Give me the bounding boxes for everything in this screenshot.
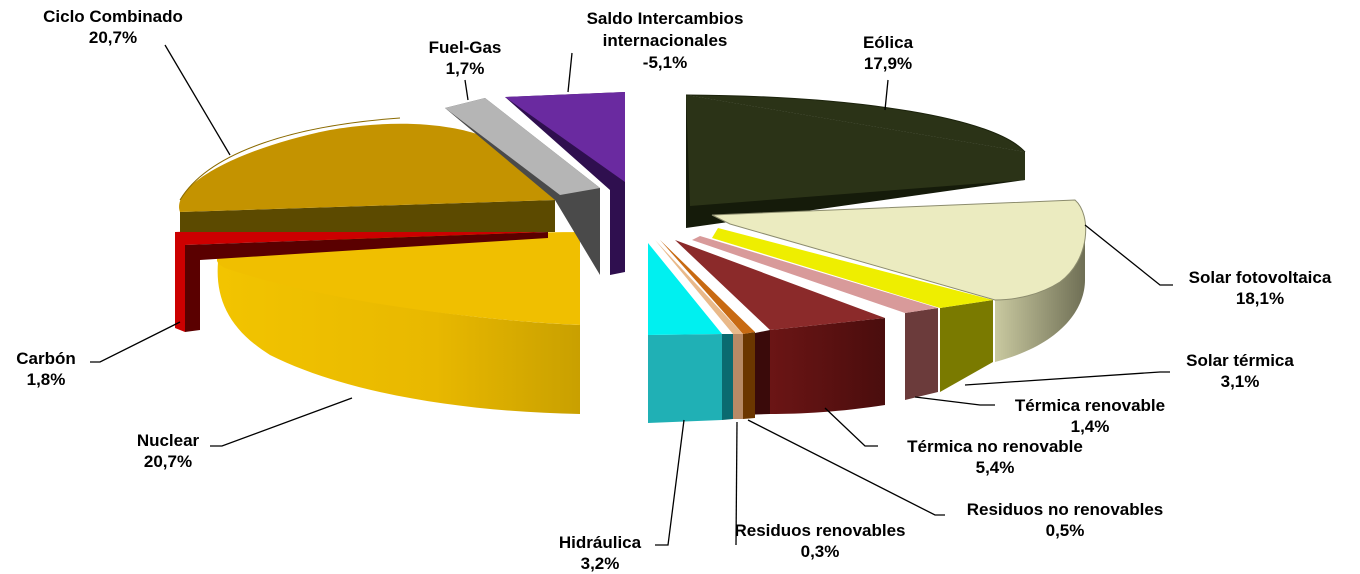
- label-carbon: Carbón 1,8%: [2, 348, 90, 390]
- label-name: Solar fotovoltaica: [1188, 268, 1332, 287]
- label-name: Térmica renovable: [1014, 396, 1166, 415]
- leader-solar-termica: [964, 371, 1170, 386]
- label-residuos-renovables: Residuos renovables 0,3%: [710, 520, 930, 562]
- label-termica-no-renovable: Térmica no renovable 5,4%: [880, 436, 1110, 478]
- label-value: 5,4%: [975, 458, 1015, 477]
- label-value: 17,9%: [863, 54, 913, 73]
- label-fuel-gas: Fuel-Gas 1,7%: [410, 37, 520, 79]
- label-name: Térmica no renovable: [907, 437, 1083, 456]
- label-solar-fotovoltaica: Solar fotovoltaica 18,1%: [1170, 267, 1350, 309]
- leader-lines: [90, 44, 1173, 546]
- leader-nuclear: [210, 397, 353, 447]
- label-value: 20,7%: [88, 28, 138, 47]
- leader-termica-renovable: [914, 396, 995, 406]
- label-value: 3,2%: [580, 554, 620, 573]
- label-name: Carbón: [16, 349, 76, 368]
- label-name: Saldo Intercambios internacionales: [586, 9, 744, 50]
- label-name: Hidráulica: [558, 533, 642, 552]
- label-name: Nuclear: [136, 431, 200, 450]
- leader-ciclo-combinado: [164, 44, 231, 156]
- slice-solar-termica: [712, 228, 993, 392]
- slice-residuos-renovables: [655, 240, 743, 419]
- slice-saldo-intercambios: [505, 92, 625, 275]
- label-value: 18,1%: [1235, 289, 1285, 308]
- label-name: Eólica: [862, 33, 914, 52]
- label-name: Fuel-Gas: [428, 38, 502, 57]
- label-eolica: Eólica 17,9%: [838, 32, 938, 74]
- label-value: 20,7%: [143, 452, 193, 471]
- label-name: Residuos renovables: [734, 521, 906, 540]
- slice-ciclo-combinado: [179, 117, 556, 232]
- leader-residuos-no-renovables: [747, 419, 945, 516]
- slice-fuel-gas: [445, 98, 600, 275]
- slice-eolica: [685, 94, 1026, 228]
- slice-solar-fotovoltaica: [711, 199, 1087, 362]
- label-value: 1,7%: [445, 59, 485, 78]
- label-name: Solar térmica: [1186, 351, 1294, 370]
- leader-hidraulica: [655, 419, 685, 546]
- slice-hidraulica: [648, 243, 733, 423]
- label-name: Ciclo Combinado: [43, 7, 183, 26]
- leader-fuel-gas: [464, 79, 469, 101]
- slice-termica-renovable: [692, 236, 938, 400]
- leader-residuos-renovables: [735, 421, 738, 546]
- label-solar-termica: Solar térmica 3,1%: [1170, 350, 1310, 392]
- leader-eolica: [884, 79, 889, 111]
- slice-residuos-no-renovables: [660, 240, 755, 419]
- label-value: 1,8%: [26, 370, 66, 389]
- label-value: 0,5%: [1045, 521, 1085, 540]
- label-value: 0,3%: [800, 542, 840, 561]
- label-saldo-intercambios: Saldo Intercambios internacionales -5,1%: [540, 8, 790, 74]
- label-ciclo-combinado: Ciclo Combinado 20,7%: [38, 6, 188, 48]
- label-value: 1,4%: [1070, 417, 1110, 436]
- label-termica-renovable: Térmica renovable 1,4%: [995, 395, 1185, 437]
- label-nuclear: Nuclear 20,7%: [118, 430, 218, 472]
- leader-carbon: [90, 321, 181, 363]
- slice-nuclear: [216, 232, 581, 414]
- leader-solar-fotovoltaica: [1084, 224, 1173, 286]
- label-hidraulica: Hidráulica 3,2%: [545, 532, 655, 574]
- label-value: -5,1%: [642, 53, 688, 72]
- label-name: Residuos no renovables: [966, 500, 1164, 519]
- label-residuos-no-renovables: Residuos no renovables 0,5%: [945, 499, 1185, 541]
- leader-termica-no-renovable: [824, 407, 878, 447]
- leader-saldo: [567, 52, 573, 93]
- label-value: 3,1%: [1220, 372, 1260, 391]
